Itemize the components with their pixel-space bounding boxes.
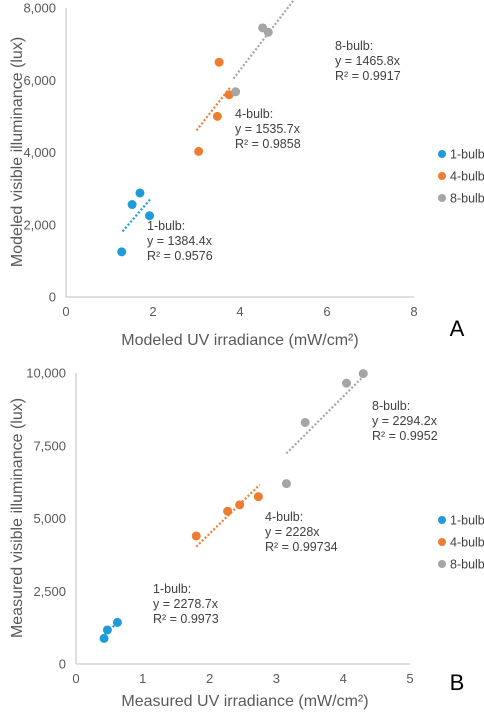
annotation-line: y = 2278.7x (153, 597, 219, 611)
annotation-line: R² = 0.9952 (372, 429, 438, 443)
data-point-4-bulb (253, 492, 263, 502)
annotation-line: y = 1384.4x (147, 234, 213, 248)
legend-label-4-bulb: 4-bulb (450, 170, 484, 184)
data-point-1-bulb (127, 200, 137, 210)
annotation-line: R² = 0.9973 (153, 612, 219, 626)
annotation-line: R² = 0.9576 (147, 249, 213, 263)
trendline-8-bulb (232, 0, 296, 80)
annotation-line: 4-bulb: (235, 107, 273, 121)
x-tick-label: 2 (206, 671, 213, 686)
x-tick-label: 4 (236, 304, 243, 319)
trendline-equation-1-bulb: 1-bulb: y = 2278.7x R² = 0.9973 (153, 582, 219, 626)
trendline-4-bulb (195, 483, 261, 548)
x-tick-label: 6 (323, 304, 330, 319)
y-axis-title: Measured visible illuminance (lux) (9, 398, 26, 638)
chart-panel-a: 0 2 4 6 8 0 2,000 4,000 6,000 8,000 Modeled UV irr… (9, 0, 484, 349)
trendline-equation-1-bulb: 1-bulb: y = 1384.4x R² = 0.9576 (147, 219, 213, 263)
annotation-line: y = 1465.8x (335, 54, 401, 68)
data-point-8-bulb (342, 378, 352, 388)
data-point-8-bulb (231, 87, 241, 97)
legend-marker-4-bulb (438, 538, 446, 546)
trendline-equation-4-bulb: 4-bulb: y = 1535.7x R² = 0.9858 (235, 107, 301, 151)
annotation-line: R² = 0.9858 (235, 137, 301, 151)
y-tick-label: 6,000 (23, 73, 56, 88)
annotation-line: 4-bulb: (265, 510, 303, 524)
x-tick-label: 0 (62, 304, 69, 319)
data-point-4-bulb (212, 111, 222, 121)
legend-marker-1-bulb (438, 150, 446, 158)
panel-label: A (450, 316, 465, 341)
annotation-line: 1-bulb: (147, 219, 185, 233)
legend-marker-8-bulb (438, 194, 446, 202)
trendline-8-bulb (285, 372, 368, 455)
y-tick-label: 4,000 (23, 145, 56, 160)
annotation-line: R² = 0.99734 (265, 540, 338, 554)
data-point-4-bulb (223, 506, 233, 516)
y-tick-label: 10,000 (26, 366, 66, 381)
data-point-1-bulb (145, 211, 155, 221)
x-tick-label: 5 (406, 671, 413, 686)
data-point-8-bulb (300, 417, 310, 427)
annotation-line: 1-bulb: (153, 582, 191, 596)
annotation-line: 8-bulb: (335, 39, 373, 53)
data-point-1-bulb (99, 633, 109, 643)
x-axis-title: Modeled UV irradiance (mW/cm²) (121, 332, 358, 349)
y-tick-label: 2,000 (23, 217, 56, 232)
x-tick-label: 2 (149, 304, 156, 319)
data-point-8-bulb (358, 369, 368, 379)
legend-label-8-bulb: 8-bulb (450, 558, 484, 572)
legend-label-4-bulb: 4-bulb (450, 536, 484, 550)
x-tick-label: 4 (340, 671, 347, 686)
panel-label: B (450, 670, 465, 695)
data-point-4-bulb (191, 531, 201, 541)
y-tick-label: 2,500 (33, 584, 66, 599)
data-point-1-bulb (135, 188, 145, 198)
trendline-equation-8-bulb: 8-bulb: y = 2294.2x R² = 0.9952 (372, 399, 438, 443)
legend-marker-1-bulb (438, 516, 446, 524)
trendline-equation-4-bulb: 4-bulb: y = 2228x R² = 0.99734 (265, 510, 338, 554)
x-axis-title: Measured UV irradiance (mW/cm²) (121, 693, 368, 710)
data-point-1-bulb (112, 617, 122, 627)
data-point-4-bulb (194, 146, 204, 156)
y-tick-label: 0 (59, 657, 66, 672)
legend-label-1-bulb: 1-bulb (450, 148, 484, 162)
annotation-line: y = 1535.7x (235, 122, 301, 136)
y-tick-label: 5,000 (33, 511, 66, 526)
x-tick-label: 1 (139, 671, 146, 686)
annotation-line: 8-bulb: (372, 399, 410, 413)
trendline-equation-8-bulb: 8-bulb: y = 1465.8x R² = 0.9917 (335, 39, 401, 83)
x-tick-label: 0 (72, 671, 79, 686)
data-point-8-bulb (281, 479, 291, 489)
legend-label-1-bulb: 1-bulb (450, 514, 484, 528)
data-point-1-bulb (117, 247, 127, 257)
annotation-line: R² = 0.9917 (335, 69, 401, 83)
y-tick-label: 7,500 (33, 438, 66, 453)
legend-marker-4-bulb (438, 172, 446, 180)
trendline-1-bulb (121, 197, 152, 233)
x-tick-label: 8 (410, 304, 417, 319)
legend-marker-8-bulb (438, 560, 446, 568)
y-tick-label: 8,000 (23, 1, 56, 16)
data-point-4-bulb (235, 500, 245, 510)
data-point-1-bulb (102, 625, 112, 635)
chart-panel-b: 0 1 2 3 4 5 0 2,500 5,000 7,500 10,000 Measured UV … (9, 366, 484, 711)
data-point-4-bulb (214, 57, 224, 67)
annotation-line: y = 2228x (265, 525, 320, 539)
y-tick-label: 0 (49, 290, 56, 305)
data-point-8-bulb (263, 27, 273, 37)
legend-label-8-bulb: 8-bulb (450, 192, 484, 206)
x-tick-label: 3 (273, 671, 280, 686)
annotation-line: y = 2294.2x (372, 414, 438, 428)
y-axis-title: Modeled visible illuminance (lux) (9, 37, 26, 267)
